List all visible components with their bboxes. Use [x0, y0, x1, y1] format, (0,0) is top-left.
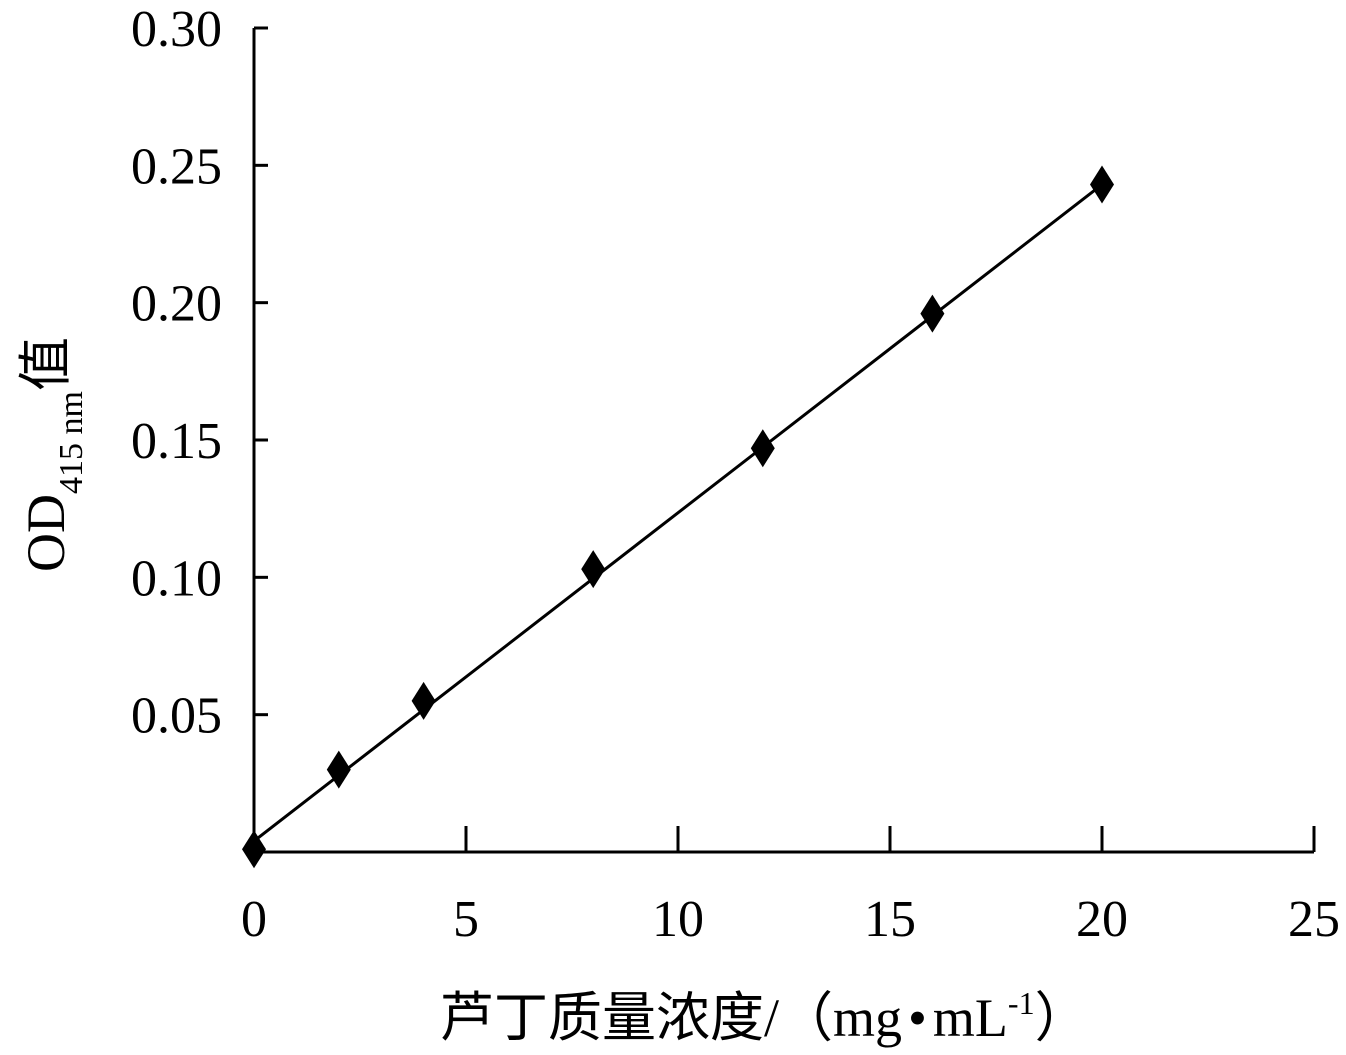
data-point [326, 750, 351, 789]
y-axis-title: OD415 nm值 [16, 337, 90, 572]
y-tick-label: 0.30 [131, 1, 222, 58]
y-tick-label: 0.25 [131, 138, 222, 195]
y-tick-label: 0.20 [131, 276, 222, 333]
x-axis-title-sup: -1 [1008, 985, 1035, 1021]
x-ticks: 0 5 10 15 20 25 [241, 826, 1340, 948]
data-point [1090, 165, 1114, 204]
x-tick-label: 15 [864, 891, 916, 948]
y-tick-label: 0.10 [131, 550, 222, 607]
x-axis-title-main: 芦丁质量浓度/（mg [440, 988, 902, 1048]
y-axis-title-group: OD415 nm值 [16, 337, 90, 572]
x-axis-title-dot: • [908, 988, 927, 1048]
data-point [411, 681, 436, 720]
x-tick-label: 0 [241, 891, 267, 948]
x-axis-title: 芦丁质量浓度/（mg • mL-1） [440, 985, 1089, 1048]
y-tick-label: 0.15 [131, 413, 222, 470]
x-tick-label: 5 [453, 891, 479, 948]
x-tick-label: 20 [1076, 891, 1128, 948]
data-point [920, 294, 945, 333]
x-tick-label: 25 [1288, 891, 1340, 948]
y-axis-title-main: OD [16, 494, 76, 572]
x-axis-title-close: ） [1035, 988, 1089, 1048]
x-axis-title-unit: mL [933, 988, 1008, 1048]
x-tick-label: 10 [652, 891, 704, 948]
y-tick-label: 0.05 [131, 688, 222, 745]
axes [252, 28, 1314, 854]
data-point [750, 429, 775, 468]
y-axis-title-sub: 415 nm [53, 391, 90, 494]
y-ticks: 0.30 0.25 0.20 0.15 0.10 0.05 [131, 1, 268, 745]
data-markers [242, 165, 1114, 869]
y-axis-title-suffix: 值 [16, 337, 76, 391]
fit-line [253, 183, 1103, 843]
data-point [581, 550, 606, 589]
data-point [242, 830, 266, 869]
